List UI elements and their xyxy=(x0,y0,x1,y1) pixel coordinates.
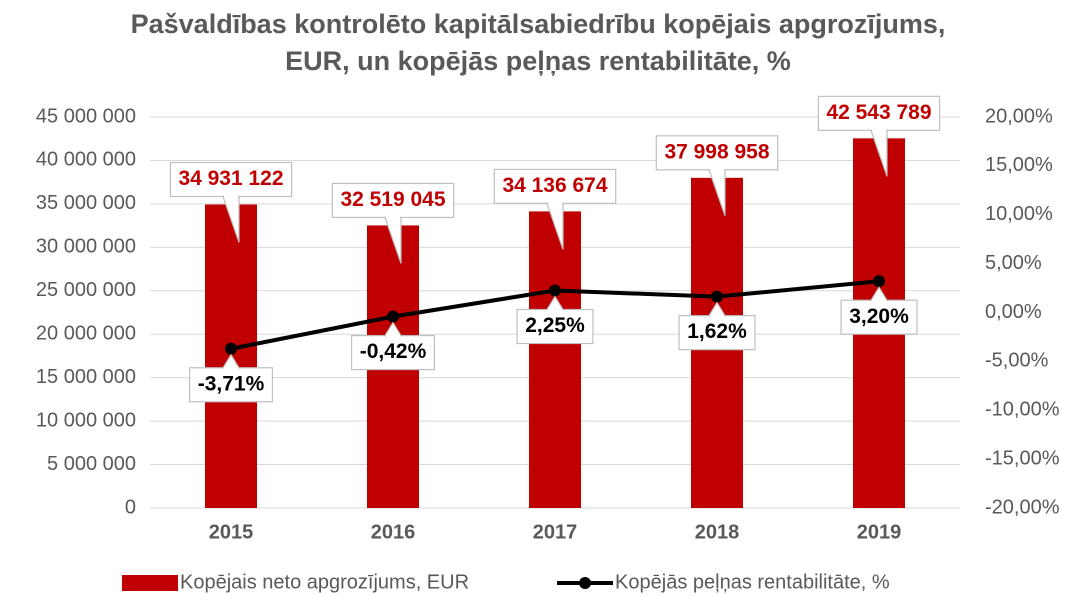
y2-tick-label: 15,00% xyxy=(985,154,1053,176)
data-label: 3,20% xyxy=(840,286,918,335)
chart-title: Pašvaldības kontrolēto kapitālsabiedrību… xyxy=(130,9,946,76)
data-label-box xyxy=(493,168,617,204)
y-tick-label: 40 000 000 xyxy=(36,149,136,171)
y2-tick-label: 5,00% xyxy=(985,252,1042,274)
data-label: 37 998 958 xyxy=(655,135,779,217)
x-tick-label: 2017 xyxy=(533,521,578,543)
data-label: 34 136 674 xyxy=(493,168,617,250)
data-label: 2,25% xyxy=(516,295,594,345)
x-tick-label: 2016 xyxy=(371,521,416,543)
data-label-text: 34 931 122 xyxy=(178,167,283,190)
data-label-text: -3,71% xyxy=(198,372,265,395)
line-marker xyxy=(225,342,237,355)
data-label-text: 3,20% xyxy=(849,305,909,328)
line-marker xyxy=(549,284,561,297)
y2-tick-label: 0,00% xyxy=(985,301,1042,323)
x-tick-label: 2015 xyxy=(209,521,254,543)
y-tick-label: 0 xyxy=(125,496,136,518)
data-label-box xyxy=(516,308,594,345)
data-label-text: 32 519 045 xyxy=(340,188,445,211)
data-label-box xyxy=(331,182,455,219)
bar xyxy=(529,211,581,508)
data-label: 1,62% xyxy=(678,301,756,351)
data-label: 42 543 789 xyxy=(817,95,941,177)
data-label: -3,71% xyxy=(188,353,274,403)
line-marker xyxy=(387,310,399,323)
line-marker xyxy=(711,290,723,303)
legend-label: Kopējās peļņas rentabilitāte, % xyxy=(615,571,890,593)
y2-tick-label: 20,00% xyxy=(985,105,1053,127)
data-label-text: 1,62% xyxy=(687,320,747,343)
y-tick-label: 20 000 000 xyxy=(36,323,136,345)
y-tick-label: 10 000 000 xyxy=(36,409,136,431)
data-label-text: -0,42% xyxy=(360,340,427,363)
data-label-text: 42 543 789 xyxy=(826,101,931,124)
y-tick-label: 30 000 000 xyxy=(36,236,136,258)
data-label-text: 2,25% xyxy=(525,314,585,337)
data-label-box xyxy=(169,161,293,198)
data-label-box xyxy=(350,335,436,371)
y2-tick-label: -10,00% xyxy=(985,399,1060,421)
y-tick-label: 15 000 000 xyxy=(36,366,136,388)
data-label: -0,42% xyxy=(350,321,436,371)
data-label-text: 34 136 674 xyxy=(502,174,607,197)
data-label: 32 519 045 xyxy=(331,182,455,264)
legend-marker xyxy=(579,577,592,589)
legend-swatch xyxy=(122,575,178,591)
legend-label: Kopējais neto apgrozījums, EUR xyxy=(180,571,469,593)
y2-tick-label: -5,00% xyxy=(985,350,1049,372)
data-label-text: 37 998 958 xyxy=(664,140,769,163)
y-tick-label: 25 000 000 xyxy=(36,279,136,301)
data-label-box xyxy=(655,135,779,171)
data-label: 34 931 122 xyxy=(169,161,293,243)
y2-tick-label: -20,00% xyxy=(985,496,1060,518)
y-tick-label: 35 000 000 xyxy=(36,192,136,214)
line-marker xyxy=(873,275,885,288)
data-label-box xyxy=(678,315,756,351)
y2-tick-label: 10,00% xyxy=(985,203,1053,225)
x-tick-label: 2019 xyxy=(857,521,902,543)
x-tick-label: 2018 xyxy=(695,521,740,543)
y-tick-label: 5 000 000 xyxy=(47,453,136,475)
y2-tick-label: -15,00% xyxy=(985,447,1060,469)
y-tick-label: 45 000 000 xyxy=(36,105,136,127)
